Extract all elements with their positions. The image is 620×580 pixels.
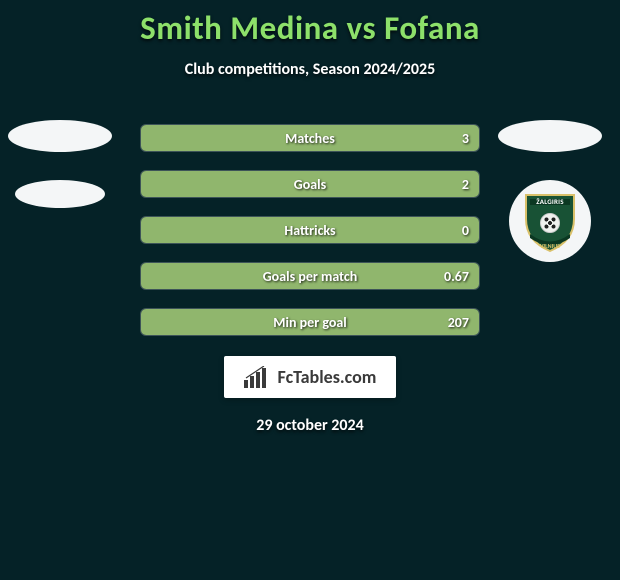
brand-link[interactable]: FcTables.com [224, 356, 397, 398]
player-photo-placeholder [8, 120, 112, 152]
left-player-column [0, 120, 120, 208]
club-name-text: ŽALGIRIS [522, 197, 578, 206]
stat-bar: Goals per match0.67 [140, 262, 480, 290]
date-text: 29 october 2024 [256, 416, 364, 435]
club-city-text: VILNIUS [522, 242, 578, 250]
footer: FcTables.com 29 october 2024 [0, 356, 620, 435]
stat-bar-fill [141, 125, 479, 151]
page-subtitle: Club competitions, Season 2024/2025 [0, 60, 620, 79]
club-logo-placeholder [15, 180, 105, 208]
right-player-column: ŽALGIRIS VILNIUS [490, 120, 610, 262]
stats-card: Smith Medina vs Fofana Club competitions… [0, 0, 620, 580]
stat-bars: Matches3 Goals2 Hattricks0 Goals per match0… [140, 124, 480, 336]
brand-text: FcTables.com [278, 366, 377, 388]
club-badge-zalgiris: ŽALGIRIS VILNIUS [509, 180, 591, 262]
stat-bar-fill [141, 309, 479, 335]
stat-bar-fill [141, 263, 479, 289]
stat-bar-fill [141, 217, 479, 243]
stat-bar: Goals2 [140, 170, 480, 198]
stat-bar: Min per goal207 [140, 308, 480, 336]
bar-chart-icon [244, 366, 270, 388]
soccer-ball-icon [540, 213, 560, 233]
stat-bar: Hattricks0 [140, 216, 480, 244]
shield-icon: ŽALGIRIS VILNIUS [522, 189, 578, 253]
page-title: Smith Medina vs Fofana [0, 0, 620, 48]
stat-bar-fill [141, 171, 479, 197]
stat-bar: Matches3 [140, 124, 480, 152]
player-photo-placeholder [498, 120, 602, 152]
